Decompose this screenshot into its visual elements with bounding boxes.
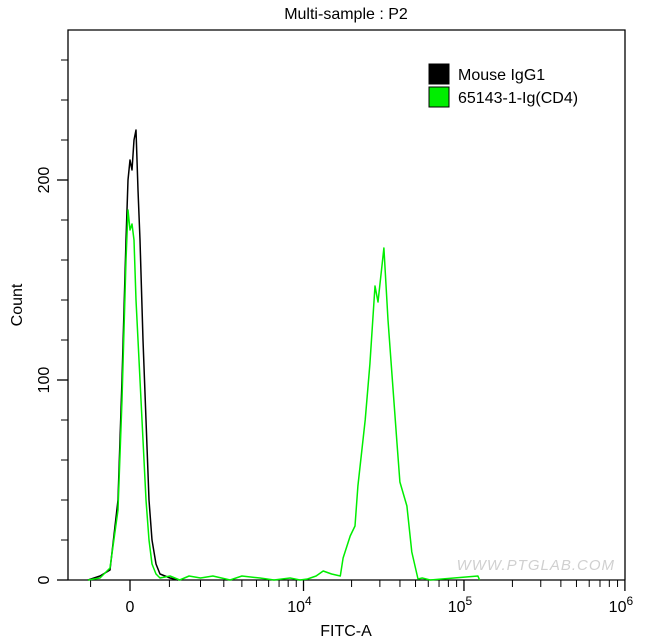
legend-swatch	[428, 86, 450, 108]
plot-border	[67, 29, 626, 580]
watermark: WWW.PTGLAB.COM	[457, 557, 615, 574]
y-tick-label: 0	[36, 575, 53, 584]
y-axis: 0 100 200	[36, 59, 68, 584]
x-tick-label: 106	[609, 594, 634, 616]
legend-label: 65143-1-Ig(CD4)	[458, 90, 578, 107]
y-tick-label: 100	[36, 367, 53, 394]
chart-title: Multi-sample : P2	[284, 6, 408, 23]
series-group	[87, 129, 481, 581]
legend: Mouse IgG1 65143-1-Ig(CD4)	[428, 63, 578, 108]
x-tick-label: 104	[287, 594, 312, 616]
x-tick-label: 0	[126, 599, 135, 616]
x-axis-label: FITC-A	[320, 623, 372, 640]
legend-swatch	[428, 63, 450, 85]
x-tick-exponent: 5	[466, 594, 473, 608]
x-tick-label: 105	[448, 594, 473, 616]
x-tick-exponent: 4	[305, 594, 312, 608]
series-line-cd4	[87, 209, 481, 581]
series-line-isotype	[87, 129, 179, 581]
legend-label: Mouse IgG1	[458, 67, 545, 84]
x-axis: 0 104 105 106	[90, 580, 634, 616]
x-tick-exponent: 6	[626, 594, 633, 608]
y-tick-label: 200	[36, 167, 53, 194]
plot-frame	[67, 29, 626, 581]
y-axis-label: Count	[9, 283, 26, 326]
